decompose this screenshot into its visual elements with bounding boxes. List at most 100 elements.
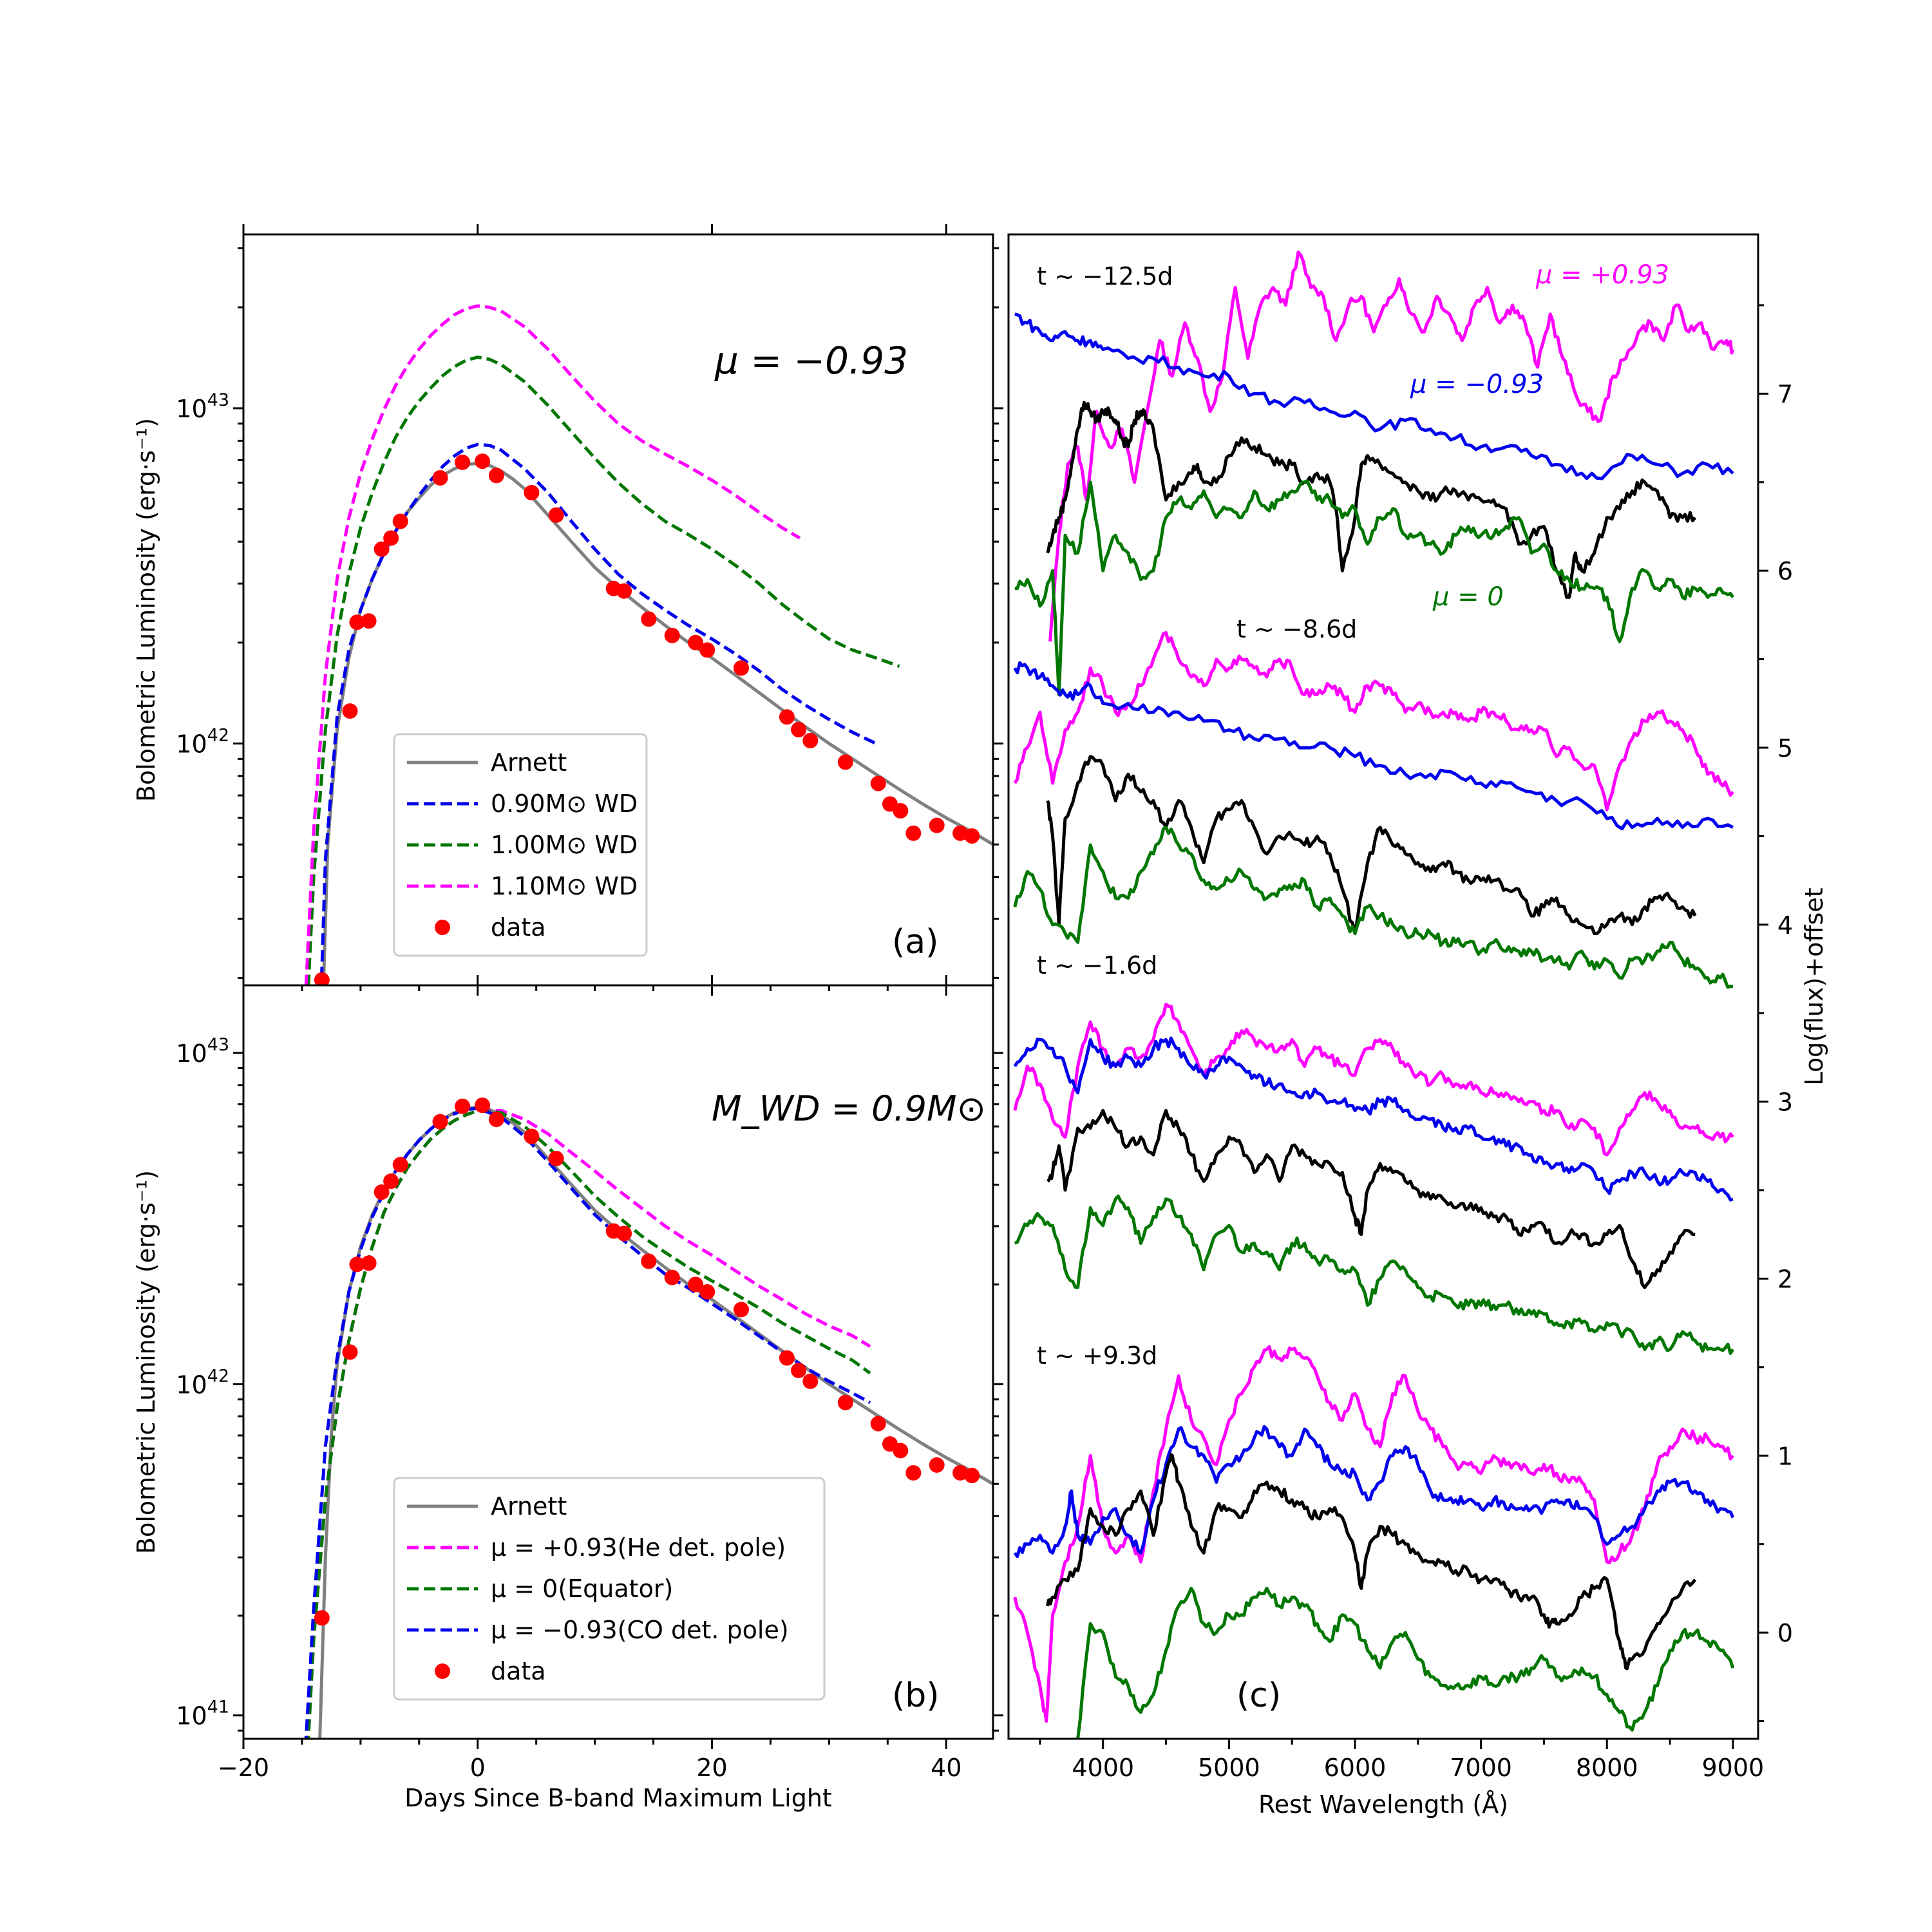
x-tick-label: 9000: [1702, 1754, 1765, 1782]
data-point: [664, 627, 680, 643]
legend-label: 1.00M⊙ WD: [491, 831, 638, 859]
x-tick-label: −20: [218, 1754, 269, 1782]
data-point: [392, 513, 408, 529]
x-tick-label: 20: [696, 1754, 727, 1782]
y-tick-label: 4: [1777, 911, 1793, 940]
panel-c-ylabel: Log(flux)+offset: [1800, 887, 1828, 1085]
data-point: [779, 709, 795, 725]
panel-b-legend: Arnett μ = +0.93(He det. pole) μ = 0(Equat…: [393, 1477, 826, 1701]
spectrum-t-8-6d-0-93: [1013, 630, 1734, 811]
x-tick-label: 5000: [1198, 1754, 1260, 1782]
data-point: [616, 1226, 632, 1242]
data-point: [548, 507, 564, 523]
mu-label-plus: μ = +0.93: [1535, 260, 1669, 290]
data-point: [616, 583, 632, 599]
x-tick-label: 40: [931, 1754, 961, 1782]
data-point: [837, 1394, 853, 1410]
data-point: [383, 530, 399, 546]
data-point: [905, 1464, 922, 1481]
y-tick-label: 3: [1777, 1088, 1793, 1117]
legend-item-1-00m-wd: 1.00M⊙ WD: [407, 831, 638, 859]
legend-marker: [435, 1663, 450, 1679]
data-point: [699, 642, 715, 658]
spectrum-t-12-5d-0-93: [1048, 251, 1735, 642]
panel-a-annotation: μ = −0.93: [714, 339, 908, 383]
series-0-90m-wd-line: [319, 442, 877, 985]
data-point: [641, 611, 657, 627]
x-tick-label: 8000: [1576, 1754, 1638, 1782]
data-point: [374, 541, 390, 557]
y-tick-label: 1043: [176, 390, 229, 423]
legend-label: 0.90M⊙ WD: [491, 790, 638, 818]
panel-b-xlabel: Days Since B-band Maximum Light: [404, 1784, 832, 1812]
y-tick-label: 1043: [176, 1035, 229, 1068]
x-tick-label: 4000: [1072, 1754, 1134, 1782]
data-point: [870, 775, 886, 791]
legend-label: Arnett: [491, 748, 567, 777]
data-point: [905, 825, 922, 841]
panel-b-label: (b): [892, 1676, 940, 1715]
data-point: [688, 1276, 704, 1293]
legend-marker: [435, 920, 450, 935]
legend-item-0-93-co-det-pole: μ = −0.93(CO det. pole): [407, 1616, 789, 1644]
data-point: [791, 721, 807, 737]
y-tick-label: 6: [1777, 557, 1793, 585]
data-point: [361, 613, 377, 629]
legend-box: [393, 733, 648, 957]
data-point: [314, 1610, 330, 1626]
panel-a-label: (a): [892, 923, 938, 961]
legend-label: μ = −0.93(CO det. pole): [491, 1616, 789, 1644]
legend-label: Arnett: [491, 1492, 567, 1520]
y-tick-label: 1042: [176, 726, 229, 759]
data-point: [964, 1468, 980, 1484]
data-point: [952, 825, 969, 841]
spectrum-t-8-6d-0-93: [1013, 661, 1734, 831]
epoch-label-3: t ~ −1.6d: [1037, 951, 1157, 980]
data-point: [952, 1464, 969, 1481]
spectrum-t-12-5d-0-green: [1014, 479, 1734, 696]
spectrum-t-9-3d-0-black: [1046, 1453, 1697, 1671]
data-point: [349, 614, 365, 630]
panel-c-label: (c): [1236, 1676, 1281, 1715]
data-point: [964, 828, 980, 844]
data-point: [524, 1128, 540, 1144]
data-point: [349, 1256, 365, 1273]
mu-label-zero: μ = 0: [1432, 582, 1504, 612]
spectrum-t-1-6d-0-black: [1046, 1108, 1696, 1289]
data-point: [791, 1363, 807, 1379]
panel-b-frame: [242, 984, 994, 1740]
data-point: [432, 470, 448, 486]
series-arnett-line: [318, 1106, 993, 1739]
series-data-points: [314, 1097, 980, 1626]
data-point: [802, 733, 819, 749]
x-tick-label: 0: [470, 1754, 486, 1782]
data-point: [893, 1443, 909, 1459]
data-point: [779, 1350, 795, 1366]
data-point: [733, 1302, 749, 1318]
y-tick-label: 7: [1777, 380, 1793, 408]
data-point: [342, 1344, 358, 1360]
data-point: [641, 1253, 657, 1269]
data-point: [870, 1416, 886, 1432]
spectrum-t-8-6d-0-black: [1046, 755, 1697, 936]
data-point: [893, 802, 909, 819]
data-point: [374, 1184, 390, 1200]
data-point: [383, 1173, 399, 1189]
legend-item-0-equator: μ = 0(Equator): [407, 1575, 673, 1603]
legend-label: data: [491, 1657, 546, 1685]
panel-c-xlabel: Rest Wavelength (Å): [1258, 1790, 1508, 1819]
data-point: [488, 468, 504, 484]
legend-label: μ = 0(Equator): [491, 1575, 673, 1603]
panel-a-legend: Arnett 0.90M⊙ WD 1.00M⊙ WD 1.10M⊙ WD data: [393, 733, 648, 957]
panel-c-plot: [1013, 251, 1735, 1739]
data-point: [837, 754, 853, 770]
legend-item-0-90m-wd: 0.90M⊙ WD: [407, 790, 638, 818]
epoch-label-4: t ~ +9.3d: [1037, 1341, 1157, 1370]
y-tick-label: 5: [1777, 734, 1793, 762]
y-tick-label: 0: [1777, 1619, 1793, 1647]
panel-a-plot: [304, 304, 993, 985]
data-point: [664, 1269, 680, 1285]
data-point: [929, 817, 945, 833]
